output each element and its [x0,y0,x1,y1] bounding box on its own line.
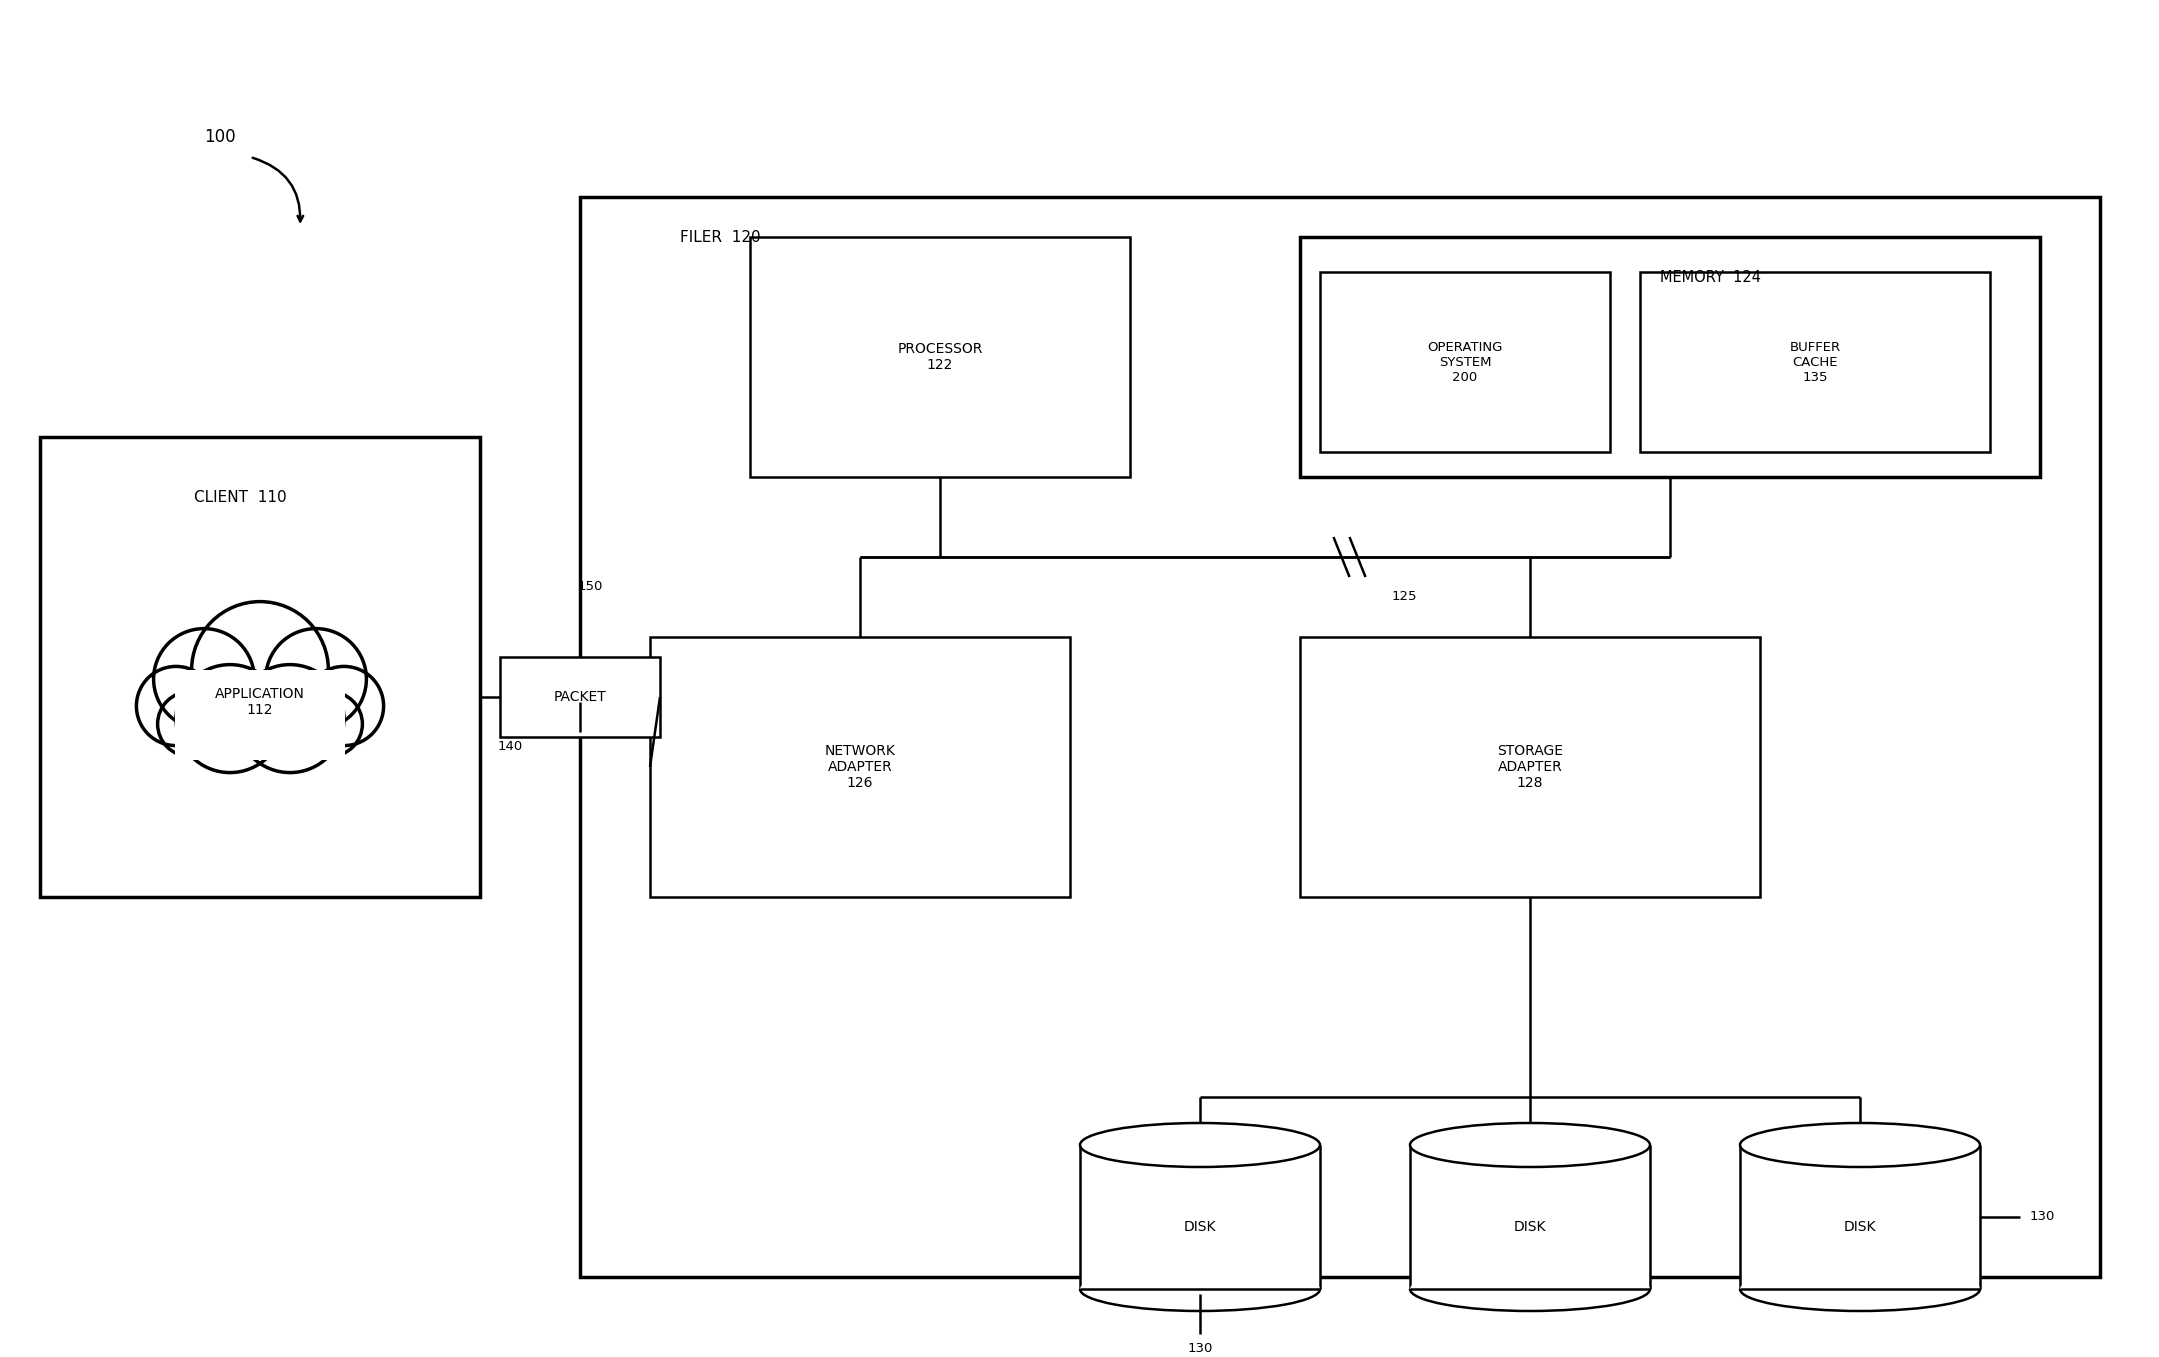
FancyBboxPatch shape [175,670,345,760]
Text: CLIENT  110: CLIENT 110 [194,490,287,505]
Text: NETWORK
ADAPTER
126: NETWORK ADAPTER 126 [825,744,896,790]
Ellipse shape [1740,1267,1980,1311]
Circle shape [192,601,328,738]
FancyBboxPatch shape [1641,271,1991,452]
Text: DISK: DISK [1513,1220,1546,1234]
Text: 130: 130 [1187,1342,1213,1356]
FancyBboxPatch shape [1410,1145,1649,1289]
Circle shape [298,692,363,756]
Text: OPERATING
SYSTEM
200: OPERATING SYSTEM 200 [1427,341,1503,384]
FancyBboxPatch shape [1740,1145,1980,1289]
Text: 140: 140 [497,741,522,753]
Text: STORAGE
ADAPTER
128: STORAGE ADAPTER 128 [1496,744,1563,790]
Text: 150: 150 [576,581,602,593]
Text: PACKET: PACKET [553,689,607,704]
Ellipse shape [1410,1267,1649,1311]
Circle shape [304,666,384,745]
Circle shape [177,665,285,772]
Text: DISK: DISK [1183,1220,1216,1234]
Ellipse shape [1080,1267,1319,1311]
Ellipse shape [1080,1124,1319,1167]
Text: PROCESSOR
122: PROCESSOR 122 [898,342,982,372]
FancyBboxPatch shape [650,636,1071,897]
FancyBboxPatch shape [501,657,661,737]
FancyBboxPatch shape [1080,1145,1319,1289]
Circle shape [235,665,343,772]
Text: 125: 125 [1393,590,1416,604]
Text: FILER  120: FILER 120 [680,229,760,244]
Ellipse shape [1410,1124,1649,1167]
FancyBboxPatch shape [581,197,2101,1277]
Circle shape [266,628,367,730]
Text: BUFFER
CACHE
135: BUFFER CACHE 135 [1790,341,1842,384]
FancyBboxPatch shape [1300,636,1760,897]
FancyBboxPatch shape [41,437,479,897]
Text: APPLICATION
112: APPLICATION 112 [216,687,304,716]
Text: 130: 130 [2029,1210,2055,1224]
Circle shape [136,666,216,745]
FancyBboxPatch shape [1319,271,1611,452]
Text: DISK: DISK [1844,1220,1876,1234]
Circle shape [158,692,222,756]
Circle shape [153,628,255,730]
Text: 100: 100 [205,128,235,147]
FancyBboxPatch shape [749,237,1129,478]
FancyBboxPatch shape [1300,237,2040,478]
Ellipse shape [1740,1124,1980,1167]
Text: MEMORY  124: MEMORY 124 [1660,270,1760,285]
